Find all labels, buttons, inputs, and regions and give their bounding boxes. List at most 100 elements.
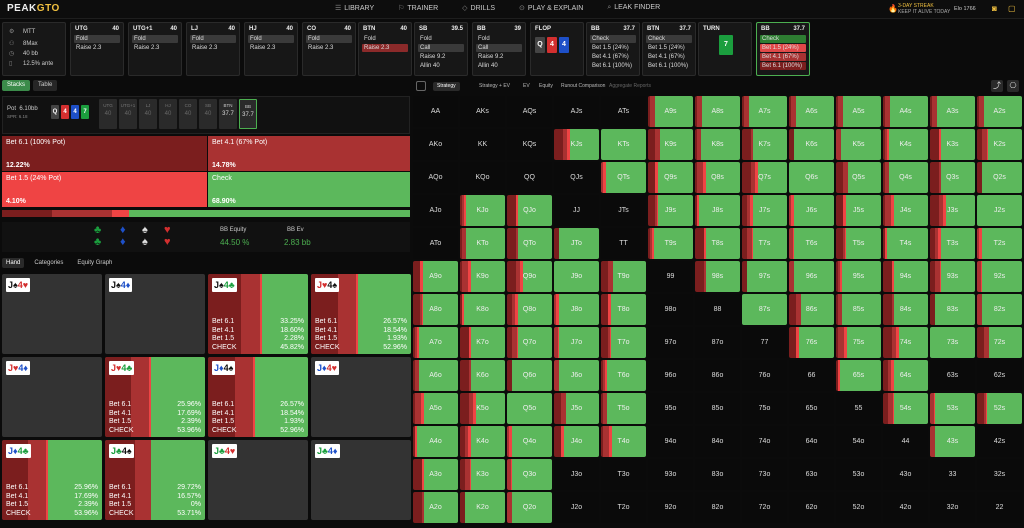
range-cell-k9o[interactable]: K9o	[460, 261, 505, 292]
range-cell-t3o[interactable]: T3o	[601, 459, 646, 490]
range-cell-55[interactable]: 55	[836, 393, 881, 424]
action-sb-option[interactable]: Raise 9.2	[420, 54, 446, 60]
hand-combo[interactable]: Bet 6.1 26.57% Bet 4.1 18.54% Bet 1.5 1.93% CH…	[311, 274, 411, 354]
range-cell-84o[interactable]: 84o	[695, 426, 740, 457]
range-cell-k5s[interactable]: K5s	[836, 129, 881, 160]
action-utgplus1[interactable]: UTG+1 40 Fold Raise 2.3	[128, 22, 182, 76]
range-cell-k6s[interactable]: K6s	[789, 129, 834, 160]
action-bb[interactable]: BB 39 Fold Call Raise 9.2 Allin 40	[472, 22, 526, 76]
action-bb-current[interactable]: BB 37.7 Check Bet 1.5 (24%) Bet 4.1 (67%) Bet…	[756, 22, 810, 76]
nav-drills[interactable]: ◇ DRILLS	[462, 5, 496, 12]
range-cell-95o[interactable]: 95o	[648, 393, 693, 424]
streak-badge[interactable]: 3-DAY STREAK KEEP IT ALIVE TODAY	[898, 3, 951, 15]
action-sb[interactable]: SB 39.5 Fold Call Raise 9.2 Allin 40	[414, 22, 468, 76]
action-lj-option[interactable]: Fold	[190, 35, 236, 43]
heart-suit-icon[interactable]: ♥	[164, 224, 171, 236]
range-cell-j4o[interactable]: J4o	[554, 426, 599, 457]
range-cell-aqo[interactable]: AQo	[413, 162, 458, 193]
range-cell-kto[interactable]: KTo	[460, 228, 505, 259]
hand-combo[interactable]: Bet 6.1 25.96% Bet 4.1 17.69% Bet 1.5 2.39% CH…	[2, 440, 102, 520]
range-cell-93s[interactable]: 93s	[930, 261, 975, 292]
range-cell-87o[interactable]: 87o	[695, 327, 740, 358]
range-cell-64s[interactable]: 64s	[883, 360, 928, 391]
range-cell-32s[interactable]: 32s	[977, 459, 1022, 490]
range-cell-a8o[interactable]: A8o	[413, 294, 458, 325]
range-cell-96o[interactable]: 96o	[648, 360, 693, 391]
club-suit-icon[interactable]: ♣	[94, 224, 102, 236]
range-cell-aks[interactable]: AKs	[460, 96, 505, 127]
range-cell-a5s[interactable]: A5s	[836, 96, 881, 127]
range-cell-85s[interactable]: 85s	[836, 294, 881, 325]
tab-runout-comparison[interactable]: Runout Comparison	[561, 83, 606, 89]
range-cell-q6s[interactable]: Q6s	[789, 162, 834, 193]
range-cell-65s[interactable]: 65s	[836, 360, 881, 391]
range-cell-54o[interactable]: 54o	[836, 426, 881, 457]
action-utgplus1-option[interactable]: Fold	[132, 35, 178, 43]
range-cell-a8s[interactable]: A8s	[695, 96, 740, 127]
seat-hj[interactable]: HJ 40	[159, 99, 177, 129]
range-cell-k4o[interactable]: K4o	[460, 426, 505, 457]
strategy-bet-0[interactable]: Bet 6.1 (100% Pot) 12.22%	[2, 136, 207, 171]
club-suit-icon-2[interactable]: ♣	[94, 236, 102, 248]
range-cell-62o[interactable]: 62o	[789, 492, 834, 523]
range-cell-a3s[interactable]: A3s	[930, 96, 975, 127]
range-cell-k3o[interactable]: K3o	[460, 459, 505, 490]
seat-co[interactable]: CO 40	[179, 99, 197, 129]
hand-combo[interactable]: J♣4♦	[311, 440, 411, 520]
tab-equity-graph[interactable]: Equity Graph	[77, 260, 113, 266]
range-cell-qto[interactable]: QTo	[507, 228, 552, 259]
range-cell-k7o[interactable]: K7o	[460, 327, 505, 358]
seat-bb[interactable]: BB 37.7	[239, 99, 257, 129]
range-cell-82o[interactable]: 82o	[695, 492, 740, 523]
range-cell-33[interactable]: 33	[930, 459, 975, 490]
action-btn-flop-option[interactable]: Bet 6.1 (100%)	[648, 63, 689, 69]
range-cell-j3o[interactable]: J3o	[554, 459, 599, 490]
range-cell-76s[interactable]: 76s	[789, 327, 834, 358]
range-cell-74s[interactable]: 74s	[883, 327, 928, 358]
range-cell-74o[interactable]: 74o	[742, 426, 787, 457]
action-hj-option[interactable]: Raise 2.3	[250, 45, 276, 51]
range-cell-aqs[interactable]: AQs	[507, 96, 552, 127]
range-cell-j6o[interactable]: J6o	[554, 360, 599, 391]
hand-combo[interactable]: Bet 6.1 26.57% Bet 4.1 18.54% Bet 1.5 1.93% CH…	[208, 357, 308, 437]
hand-combo[interactable]: Bet 6.1 25.96% Bet 4.1 17.69% Bet 1.5 2.39% CH…	[105, 357, 205, 437]
gear-icon[interactable]: ⚙	[9, 29, 15, 35]
range-cell-t8o[interactable]: T8o	[601, 294, 646, 325]
action-lj-option[interactable]: Raise 2.3	[192, 45, 218, 51]
range-cell-aa[interactable]: AA	[413, 96, 458, 127]
strategy-check[interactable]: Check 68.90%	[208, 172, 410, 207]
range-cell-86o[interactable]: 86o	[695, 360, 740, 391]
range-cell-92s[interactable]: 92s	[977, 261, 1022, 292]
range-cell-t5o[interactable]: T5o	[601, 393, 646, 424]
action-btn-flop-option[interactable]: Bet 1.5 (24%)	[648, 45, 685, 51]
range-cell-ats[interactable]: ATs	[601, 96, 646, 127]
diamond-suit-icon[interactable]: ♦	[120, 224, 126, 236]
range-cell-76o[interactable]: 76o	[742, 360, 787, 391]
range-cell-jto[interactable]: JTo	[554, 228, 599, 259]
range-cell-qts[interactable]: QTs	[601, 162, 646, 193]
tab-hand[interactable]: Hand	[2, 258, 25, 268]
range-cell-a6s[interactable]: A6s	[789, 96, 834, 127]
action-btn-flop-option[interactable]: Check	[646, 35, 692, 43]
range-cell-q5o[interactable]: Q5o	[507, 393, 552, 424]
discord-icon[interactable]: ◙	[992, 4, 997, 13]
action-co[interactable]: CO 40 Fold Raise 2.3	[302, 22, 356, 76]
range-cell-92o[interactable]: 92o	[648, 492, 693, 523]
action-co-option[interactable]: Raise 2.3	[308, 45, 334, 51]
range-cell-q2s[interactable]: Q2s	[977, 162, 1022, 193]
range-cell-62s[interactable]: 62s	[977, 360, 1022, 391]
range-cell-64o[interactable]: 64o	[789, 426, 834, 457]
seat-btn[interactable]: BTN 37.7	[219, 99, 237, 129]
range-cell-q9o[interactable]: Q9o	[507, 261, 552, 292]
range-cell-94s[interactable]: 94s	[883, 261, 928, 292]
range-cell-k5o[interactable]: K5o	[460, 393, 505, 424]
menu-toggle-icon[interactable]	[416, 81, 426, 91]
tab-strategy-ev[interactable]: Strategy + EV	[479, 83, 510, 89]
action-bb-flop-option[interactable]: Bet 6.1 (100%)	[592, 63, 633, 69]
action-utgplus1-option[interactable]: Raise 2.3	[134, 45, 160, 51]
range-cell-ato[interactable]: ATo	[413, 228, 458, 259]
action-bb-option[interactable]: Fold	[478, 36, 490, 42]
range-cell-j7o[interactable]: J7o	[554, 327, 599, 358]
hand-combo[interactable]: J♠4♥	[2, 274, 102, 354]
hand-combo[interactable]: J♥4♦	[2, 357, 102, 437]
